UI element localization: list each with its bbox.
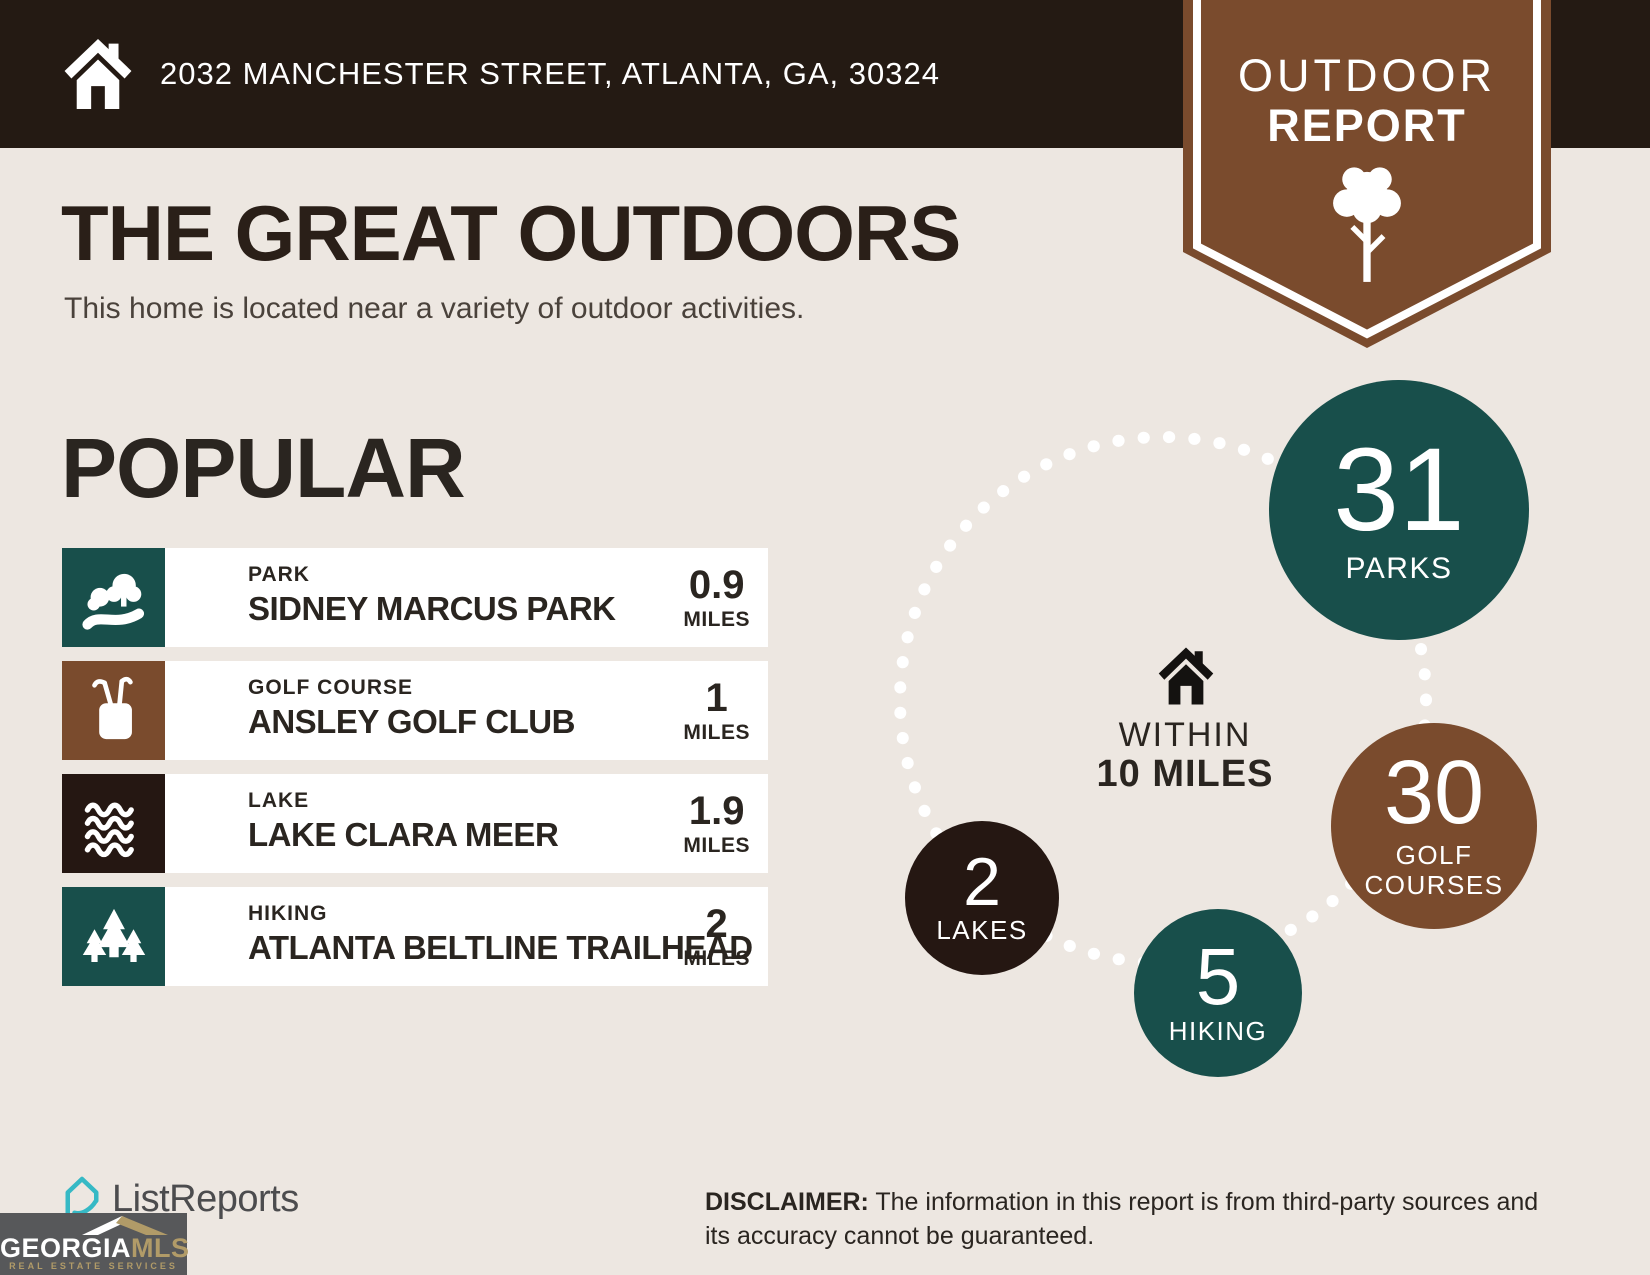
item-name: SIDNEY MARCUS PARK [248,590,616,627]
list-item-hiking: HIKING ATLANTA BELTLINE TRAILHEAD 2 MILE… [62,887,768,986]
distance-unit: MILES [683,834,750,857]
home-marker-icon [1158,647,1214,705]
bubble-lakes: 2 LAKES [905,821,1059,975]
bubble-hiking: 5 HIKING [1134,909,1302,1077]
bubble-golf-courses: 30 GOLF COURSES [1331,723,1537,929]
distance-value: 1 [705,676,728,720]
distance-unit: MILES [683,947,750,970]
mls-name: GEORGIAMLS [0,1233,190,1263]
hiking-icon-tile [62,887,165,986]
mls-name-georgia: GEORGIA [0,1233,132,1263]
mls-tagline: REAL ESTATE SERVICES [9,1261,178,1271]
home-icon [64,39,132,109]
outdoor-report-badge: OUTDOOR REPORT [1183,0,1551,352]
ten-mile-radius-ring [894,431,1432,969]
lake-waves-icon [84,802,134,857]
page-subtitle: This home is located near a variety of o… [64,292,805,325]
item-category: LAKE [248,789,310,812]
distance-value: 2 [705,902,728,946]
park-icon [81,573,144,630]
distance-unit: MILES [683,608,750,631]
disclaimer: DISCLAIMER: The information in this repo… [705,1186,1555,1254]
georgia-mls-logo: GEORGIAMLS REAL ESTATE SERVICES [0,1213,190,1275]
item-distance: 1 MILES [683,661,750,760]
radius-label-miles: 10 MILES [1096,753,1274,795]
distance-unit: MILES [683,721,750,744]
item-name: ANSLEY GOLF CLUB [248,703,575,740]
bubble-label: LAKES [936,915,1028,946]
golf-icon-tile [62,661,165,760]
list-item-park: PARK SIDNEY MARCUS PARK 0.9 MILES [62,548,768,647]
mls-name-mls: MLS [131,1233,190,1263]
listreports-logo-icon [65,1176,99,1216]
item-name: ATLANTA BELTLINE TRAILHEAD [248,929,753,966]
radius-label-within: WITHIN [1118,716,1252,754]
bubble-label: HIKING [1168,1016,1268,1047]
park-icon-tile [62,548,165,647]
item-distance: 0.9 MILES [683,548,750,647]
list-item-lake: LAKE LAKE CLARA MEER 1.9 MILES [62,774,768,873]
bubble-value: 5 [1195,932,1241,1022]
item-distance: 1.9 MILES [683,774,750,873]
hiking-trees-icon [82,908,145,962]
bubble-value: 31 [1333,423,1465,556]
property-address: 2032 MANCHESTER STREET, ATLANTA, GA, 303… [160,56,940,91]
bubble-label: PARKS [1345,551,1453,585]
lake-icon-tile [62,774,165,873]
item-category: HIKING [248,902,328,925]
distance-value: 0.9 [688,563,745,607]
item-name: LAKE CLARA MEER [248,816,559,853]
item-category: PARK [248,563,310,586]
item-distance: 2 MILES [683,887,750,986]
badge-title-line1: OUTDOOR [1238,50,1496,101]
mls-roof-icon [82,1216,168,1235]
page-title: THE GREAT OUTDOORS [61,189,961,277]
popular-heading: POPULAR [61,421,466,515]
bubble-label: GOLF COURSES [1364,839,1504,900]
golf-icon [91,676,133,739]
bubble-value: 30 [1383,743,1485,844]
item-category: GOLF COURSE [248,676,414,699]
list-item-golf: GOLF COURSE ANSLEY GOLF CLUB 1 MILES [62,661,768,760]
disclaimer-text: The information in this report is from t… [705,1188,1539,1250]
badge-title-line2: REPORT [1267,100,1467,151]
tree-icon [1333,167,1401,282]
distance-value: 1.9 [688,789,745,833]
bubble-value: 2 [963,843,1001,920]
bubble-parks: 31 PARKS [1269,380,1529,640]
disclaimer-label: DISCLAIMER: [705,1188,869,1216]
